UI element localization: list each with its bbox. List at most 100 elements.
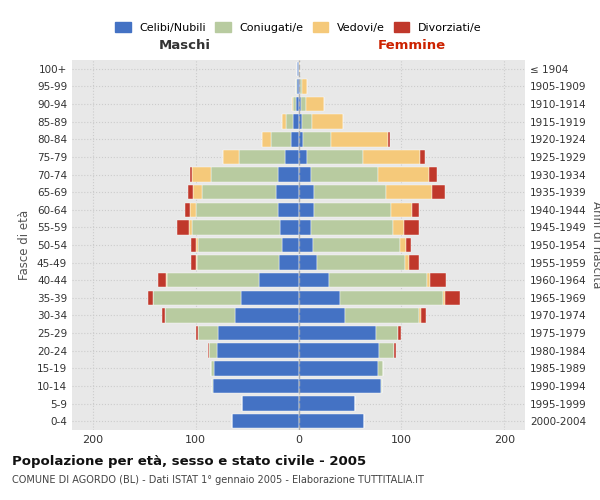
Bar: [166, 273, 167, 287]
Bar: [388, 132, 390, 146]
Bar: [379, 344, 394, 358]
Bar: [345, 308, 419, 322]
Bar: [412, 202, 419, 217]
Bar: [314, 185, 386, 200]
Bar: [293, 114, 299, 129]
Bar: [161, 308, 164, 322]
Bar: [197, 326, 218, 340]
Bar: [443, 290, 445, 305]
Bar: [311, 168, 378, 181]
Bar: [190, 168, 193, 181]
Bar: [235, 308, 299, 322]
Bar: [312, 114, 343, 129]
Bar: [239, 150, 285, 164]
Bar: [286, 114, 293, 129]
Bar: [445, 290, 460, 305]
Bar: [196, 202, 278, 217]
Y-axis label: Anni di nascita: Anni di nascita: [590, 202, 600, 288]
Bar: [196, 326, 197, 340]
Bar: [299, 396, 355, 411]
Bar: [282, 114, 286, 129]
Bar: [154, 290, 241, 305]
Bar: [193, 168, 211, 181]
Bar: [299, 290, 340, 305]
Bar: [299, 361, 378, 376]
Bar: [302, 132, 331, 146]
Bar: [317, 256, 404, 270]
Bar: [306, 97, 324, 112]
Bar: [299, 220, 311, 234]
Bar: [400, 238, 406, 252]
Bar: [299, 132, 302, 146]
Bar: [208, 344, 209, 358]
Bar: [296, 79, 298, 94]
Text: Femmine: Femmine: [377, 39, 446, 52]
Bar: [214, 361, 299, 376]
Bar: [223, 150, 239, 164]
Bar: [394, 344, 397, 358]
Bar: [314, 202, 391, 217]
Bar: [271, 132, 291, 146]
Bar: [299, 202, 314, 217]
Bar: [190, 202, 196, 217]
Bar: [278, 202, 299, 217]
Bar: [217, 344, 299, 358]
Bar: [191, 238, 196, 252]
Y-axis label: Fasce di età: Fasce di età: [19, 210, 31, 280]
Bar: [282, 238, 299, 252]
Bar: [197, 238, 282, 252]
Bar: [218, 326, 299, 340]
Bar: [196, 238, 197, 252]
Bar: [331, 132, 388, 146]
Bar: [421, 308, 426, 322]
Bar: [302, 79, 307, 94]
Bar: [259, 273, 299, 287]
Bar: [298, 79, 299, 94]
Bar: [299, 185, 314, 200]
Bar: [299, 378, 381, 393]
Bar: [211, 361, 214, 376]
Bar: [378, 361, 383, 376]
Bar: [311, 220, 393, 234]
Bar: [386, 185, 433, 200]
Bar: [280, 220, 299, 234]
Bar: [148, 290, 154, 305]
Bar: [299, 344, 379, 358]
Bar: [378, 168, 429, 181]
Bar: [420, 150, 425, 164]
Bar: [364, 150, 420, 164]
Bar: [193, 220, 280, 234]
Bar: [391, 202, 412, 217]
Bar: [276, 185, 299, 200]
Bar: [433, 185, 445, 200]
Bar: [191, 256, 196, 270]
Bar: [299, 273, 329, 287]
Bar: [404, 256, 409, 270]
Bar: [393, 220, 404, 234]
Bar: [430, 273, 446, 287]
Bar: [398, 326, 401, 340]
Bar: [307, 150, 364, 164]
Bar: [211, 168, 278, 181]
Bar: [190, 220, 193, 234]
Bar: [299, 97, 301, 112]
Bar: [299, 150, 307, 164]
Bar: [299, 414, 364, 428]
Bar: [279, 256, 299, 270]
Bar: [177, 220, 190, 234]
Legend: Celibi/Nubili, Coniugati/e, Vedovi/e, Divorziati/e: Celibi/Nubili, Coniugati/e, Vedovi/e, Di…: [111, 18, 486, 37]
Text: Popolazione per età, sesso e stato civile - 2005: Popolazione per età, sesso e stato civil…: [12, 455, 366, 468]
Bar: [213, 378, 299, 393]
Bar: [406, 238, 411, 252]
Bar: [299, 238, 313, 252]
Bar: [291, 132, 299, 146]
Bar: [232, 414, 299, 428]
Bar: [301, 97, 306, 112]
Bar: [429, 168, 437, 181]
Bar: [299, 326, 376, 340]
Bar: [329, 273, 427, 287]
Bar: [242, 396, 299, 411]
Bar: [299, 168, 311, 181]
Bar: [299, 114, 302, 129]
Bar: [296, 97, 299, 112]
